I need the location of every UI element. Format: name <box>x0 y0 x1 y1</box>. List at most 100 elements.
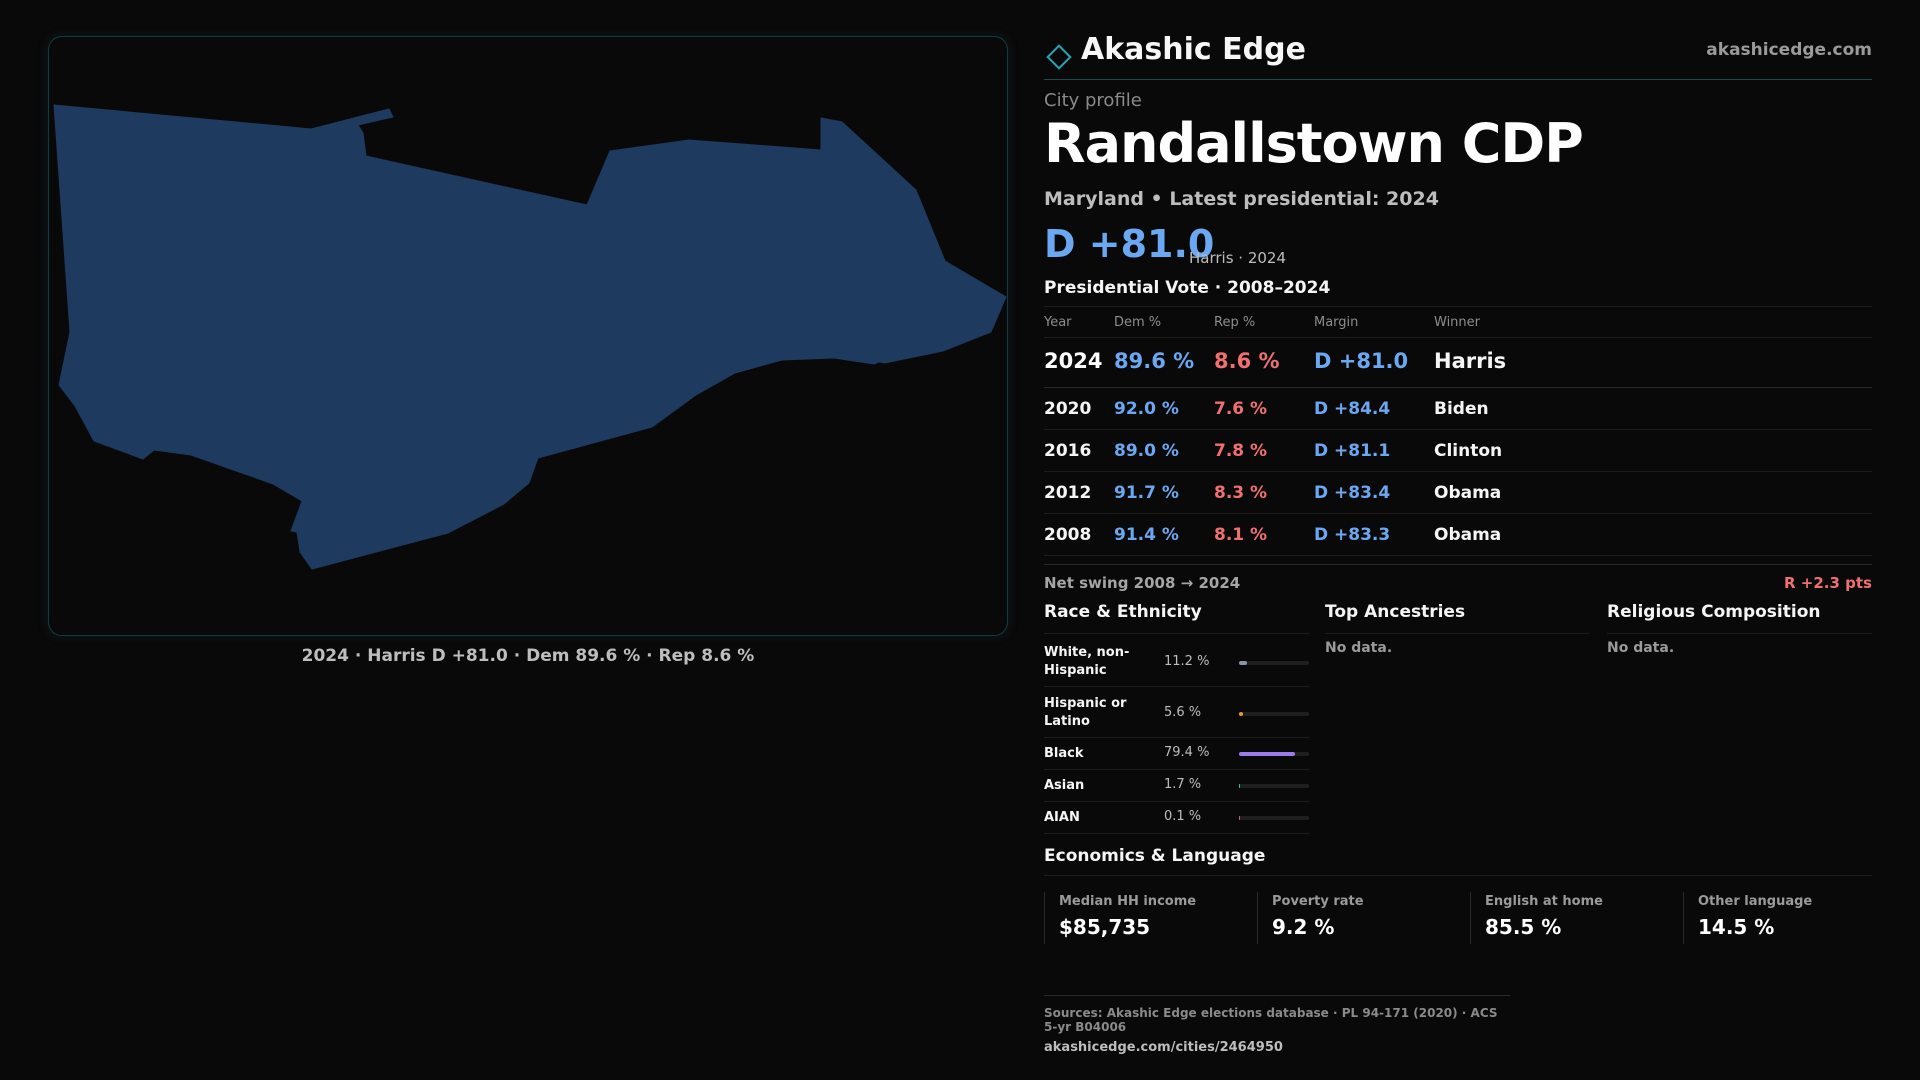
cell-year: 2016 <box>1044 441 1092 461</box>
table-row: 2012 91.7 % 8.3 % D +83.4 Obama <box>1044 472 1872 514</box>
stat-english-at-home: English at home 85.5 % <box>1470 892 1677 944</box>
cell-margin: D +83.4 <box>1314 483 1391 503</box>
col-header-margin: Margin <box>1314 315 1359 330</box>
race-value: 1.7 % <box>1164 777 1202 792</box>
map-caption: 2024 · Harris D +81.0 · Dem 89.6 % · Rep… <box>301 646 755 666</box>
ancestries-empty-text: No data. <box>1325 640 1393 656</box>
stat-label: English at home <box>1485 894 1603 909</box>
race-value: 11.2 % <box>1164 654 1210 669</box>
net-swing-value: R +2.3 pts <box>1784 574 1872 592</box>
ancestries-section-title: Top Ancestries <box>1325 602 1590 634</box>
cell-rep: 8.6 % <box>1214 349 1280 373</box>
page-url-link[interactable]: akashicedge.com/cities/2464950 <box>1044 1040 1283 1055</box>
cell-margin: D +84.4 <box>1314 399 1391 419</box>
economics-grid: Median HH income $85,735 Poverty rate 9.… <box>1044 892 1872 944</box>
cell-winner: Biden <box>1434 399 1489 419</box>
page-subtitle: Maryland • Latest presidential: 2024 <box>1044 188 1439 210</box>
list-item: White, non-Hispanic 11.2 % <box>1044 636 1309 687</box>
cell-margin: D +83.3 <box>1314 525 1391 545</box>
cell-margin: D +81.0 <box>1314 349 1409 373</box>
footer: Sources: Akashic Edge elections database… <box>1044 995 1510 1055</box>
race-section-title: Race & Ethnicity <box>1044 602 1309 634</box>
race-name: AIAN <box>1044 810 1080 825</box>
cell-year: 2012 <box>1044 483 1092 503</box>
race-name: Black <box>1044 746 1084 761</box>
cell-rep: 8.3 % <box>1214 483 1268 503</box>
col-header-year: Year <box>1044 315 1072 330</box>
site-domain-link[interactable]: akashicedge.com <box>1706 40 1872 60</box>
list-item: Asian 1.7 % <box>1044 770 1309 802</box>
latest-margin-note: Harris · 2024 <box>1189 249 1287 267</box>
race-bar-fill <box>1239 784 1241 788</box>
table-row: 2024 89.6 % 8.6 % D +81.0 Harris <box>1044 338 1872 388</box>
economics-section-title: Economics & Language <box>1044 846 1872 876</box>
sources-text: Sources: Akashic Edge elections database… <box>1044 1006 1498 1034</box>
table-row: 2016 89.0 % 7.8 % D +81.1 Clinton <box>1044 430 1872 472</box>
religion-section-title: Religious Composition <box>1607 602 1872 634</box>
cell-dem: 92.0 % <box>1114 399 1179 419</box>
race-bar-track <box>1239 712 1309 716</box>
race-bar-track <box>1239 661 1309 665</box>
col-header-winner: Winner <box>1434 315 1481 330</box>
site-header: Akashic Edge akashicedge.com <box>1044 30 1872 80</box>
stat-value: 14.5 % <box>1698 915 1775 939</box>
race-bar-track <box>1239 752 1309 756</box>
stat-label: Other language <box>1698 894 1813 909</box>
map-panel[interactable] <box>48 36 1008 636</box>
stat-value: $85,735 <box>1059 915 1151 939</box>
race-value: 79.4 % <box>1164 745 1210 760</box>
cell-winner: Harris <box>1434 349 1507 373</box>
city-boundary-shape <box>53 104 1007 570</box>
vote-section-title: Presidential Vote · 2008–2024 <box>1044 278 1331 298</box>
stat-median-income: Median HH income $85,735 <box>1044 892 1251 944</box>
cell-winner: Clinton <box>1434 441 1503 461</box>
cell-winner: Obama <box>1434 483 1502 503</box>
race-bar-track <box>1239 816 1309 820</box>
latest-margin: D +81.0 <box>1044 222 1215 266</box>
net-swing-label: Net swing 2008 → 2024 <box>1044 574 1241 592</box>
vote-table: Year Dem % Rep % Margin Winner 2024 89.6… <box>1044 306 1872 556</box>
cell-rep: 8.1 % <box>1214 525 1268 545</box>
race-name: Asian <box>1044 778 1085 793</box>
cell-rep: 7.6 % <box>1214 399 1268 419</box>
stat-label: Median HH income <box>1059 894 1197 909</box>
profile-panel: Akashic Edge akashicedge.com City profil… <box>1044 0 1872 1080</box>
race-bar-fill <box>1239 752 1295 756</box>
stat-label: Poverty rate <box>1272 894 1364 909</box>
vote-table-header: Year Dem % Rep % Margin Winner <box>1044 306 1872 338</box>
cell-rep: 7.8 % <box>1214 441 1268 461</box>
religion-empty-text: No data. <box>1607 640 1675 656</box>
table-row: 2020 92.0 % 7.6 % D +84.4 Biden <box>1044 388 1872 430</box>
col-header-dem: Dem % <box>1114 315 1162 330</box>
stat-value: 85.5 % <box>1485 915 1562 939</box>
list-item: AIAN 0.1 % <box>1044 802 1309 834</box>
race-list: White, non-Hispanic 11.2 % Hispanic or L… <box>1044 636 1309 834</box>
race-value: 0.1 % <box>1164 809 1202 824</box>
race-bar-fill <box>1239 661 1247 665</box>
stat-other-language: Other language 14.5 % <box>1683 892 1890 944</box>
stat-value: 9.2 % <box>1272 915 1335 939</box>
stat-poverty-rate: Poverty rate 9.2 % <box>1257 892 1464 944</box>
race-bar-fill <box>1239 816 1241 820</box>
net-swing-row: Net swing 2008 → 2024 R +2.3 pts <box>1044 564 1872 600</box>
cell-dem: 89.6 % <box>1114 349 1195 373</box>
race-bar-track <box>1239 784 1309 788</box>
cell-dem: 91.4 % <box>1114 525 1179 545</box>
race-name: White, non-Hispanic <box>1044 645 1130 678</box>
table-row: 2008 91.4 % 8.1 % D +83.3 Obama <box>1044 514 1872 556</box>
race-value: 5.6 % <box>1164 705 1202 720</box>
cell-dem: 91.7 % <box>1114 483 1179 503</box>
race-bar-fill <box>1239 712 1243 716</box>
page-title: Randallstown CDP <box>1044 112 1584 175</box>
brand-name[interactable]: Akashic Edge <box>1081 32 1306 67</box>
cell-dem: 89.0 % <box>1114 441 1179 461</box>
race-name: Hispanic or Latino <box>1044 696 1127 729</box>
cell-year: 2024 <box>1044 349 1103 373</box>
list-item: Hispanic or Latino 5.6 % <box>1044 687 1309 738</box>
col-header-rep: Rep % <box>1214 315 1256 330</box>
cell-year: 2020 <box>1044 399 1092 419</box>
page-kicker: City profile <box>1044 90 1142 111</box>
cell-margin: D +81.1 <box>1314 441 1391 461</box>
cell-year: 2008 <box>1044 525 1092 545</box>
diamond-icon <box>1046 44 1072 70</box>
